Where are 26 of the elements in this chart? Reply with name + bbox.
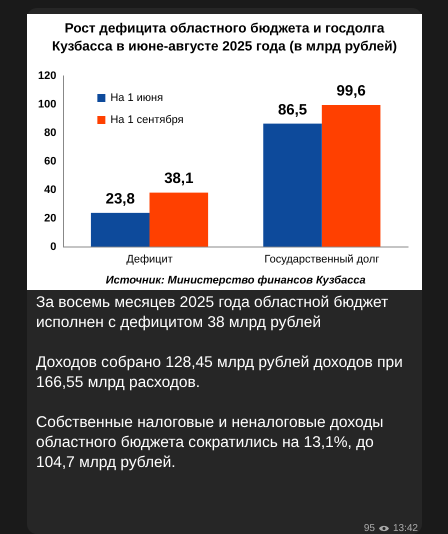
legend-label: На 1 сентября [110,114,184,126]
legend-label: На 1 июня [110,92,164,104]
y-tick-label: 0 [50,240,56,253]
text: За восемь месяцев 2025 года областной бюджет исполнен с дефицитом 38 млрд рублей [36,293,390,333]
y-tick-label: 20 [44,212,56,224]
data-label: 23,8 [106,190,135,208]
y-tick-label: 100 [38,98,56,110]
text: Источник: Министерство финансов Кузбасса [106,274,366,287]
data-label: 38,1 [164,170,194,188]
text: 13:42 [392,523,418,534]
data-label: 99,6 [336,82,366,100]
text: 95 [364,523,375,534]
x-tick-label: Дефицит [126,253,173,266]
x-tick-label: Государственный долг [264,253,380,266]
y-tick-label: 120 [38,70,56,82]
text: Собственные налоговые и неналоговые доходы областного бюджета сократились на 13,1%, до 104,7 млрд рублей. [36,413,384,473]
y-tick-label: 80 [44,126,56,139]
y-tick-label: 40 [44,184,56,196]
bar [150,192,208,247]
text: Доходов собрано 128,45 млрд рублей доходов при 166,55 млрд расходов. [36,353,404,393]
data-label: 86,5 [278,101,308,118]
bar [263,124,322,247]
chart-title: Рост дефицита областного бюджета и госдолга Кузбасса в июне-августе 2025 года (в млрд рублей) [52,20,397,54]
y-tick-label: 60 [44,155,56,168]
bar [90,212,150,247]
bar [322,105,380,247]
